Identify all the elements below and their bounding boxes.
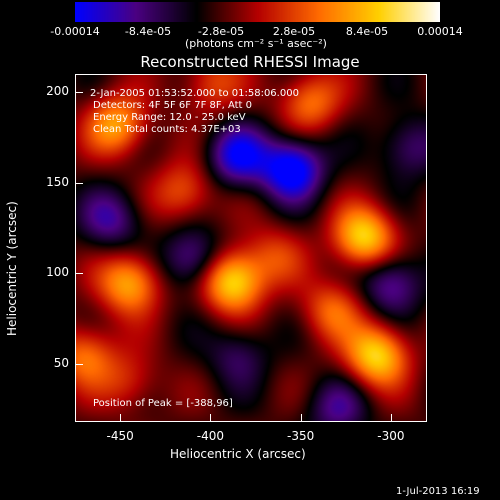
- y-tick-mark: [75, 182, 83, 184]
- annotation-energy: Energy Range: 12.0 - 25.0 keV: [93, 112, 246, 123]
- annotation-peak-position: Position of Peak = [-388,96]: [93, 398, 233, 409]
- y-tick-mark: [75, 273, 83, 275]
- x-axis-label: Heliocentric X (arcsec): [170, 447, 306, 461]
- annotation-clean: Clean Total counts: 4.37E+03: [93, 124, 241, 135]
- x-tick-mark: [120, 414, 122, 422]
- heatmap-image: [75, 74, 427, 422]
- colorbar-tick-label: -2.8e-05: [197, 25, 245, 38]
- y-tick-label: 50: [53, 356, 69, 370]
- colorbar-tick-label: 8.4e-05: [345, 25, 389, 38]
- y-tick-mark: [75, 92, 83, 94]
- x-tick-mark: [390, 414, 392, 422]
- x-tick-label: -350: [287, 429, 315, 443]
- annotation-detectors: Detectors: 4F 5F 6F 7F 8F, Att 0: [93, 100, 253, 111]
- y-tick-label: 100: [46, 265, 69, 280]
- y-axis-label: Heliocentric Y (arcsec): [5, 201, 19, 336]
- colorbar-tick-label: -8.4e-05: [124, 25, 172, 38]
- x-tick-mark: [210, 414, 212, 422]
- colorbar: [75, 2, 440, 22]
- y-tick-mark: [75, 364, 83, 365]
- x-tick-label: -400: [196, 429, 224, 443]
- colorbar-unit: (photons cm⁻² s⁻¹ asec⁻²): [185, 37, 327, 50]
- colorbar-tick-label: 0.00014: [417, 25, 463, 38]
- x-tick-label: -300: [377, 429, 405, 443]
- datestamp: 1-Jul-2013 16:19: [396, 486, 480, 497]
- x-tick-mark: [300, 414, 302, 422]
- plot-frame: [75, 74, 427, 422]
- colorbar-tick-label: 2.8e-05: [272, 25, 316, 38]
- x-tick-label: -450: [106, 429, 134, 443]
- y-tick-label: 200: [46, 84, 69, 99]
- colorbar-tick-label: -0.00014: [50, 25, 100, 38]
- chart-title: Reconstructed RHESSI Image: [140, 53, 360, 71]
- y-tick-label: 150: [46, 174, 69, 189]
- annotation-time-range: 2-Jan-2005 01:53:52.000 to 01:58:06.000: [90, 88, 299, 99]
